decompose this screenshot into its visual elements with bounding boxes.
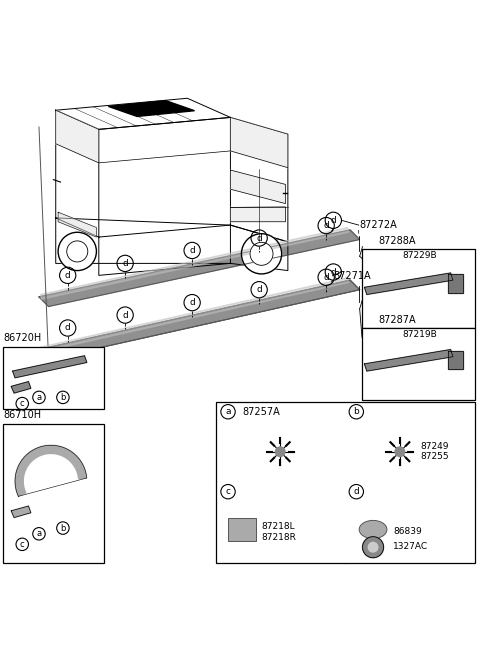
Polygon shape [230,117,288,242]
Polygon shape [56,218,288,270]
Circle shape [276,447,285,457]
Text: d: d [122,310,128,319]
Text: c: c [20,540,24,549]
Polygon shape [40,228,348,299]
Circle shape [67,241,88,262]
Text: d: d [65,271,71,280]
Circle shape [250,242,273,265]
Polygon shape [448,351,463,369]
Text: 87287A: 87287A [379,315,417,325]
Polygon shape [15,445,87,497]
Text: b: b [353,407,359,417]
Text: d: d [323,273,329,282]
Polygon shape [39,230,360,306]
Text: 86710H: 86710H [3,410,41,420]
Text: 86839: 86839 [393,527,422,537]
Text: 87229B: 87229B [403,251,437,260]
Circle shape [395,447,405,457]
Text: 87257A: 87257A [242,407,280,417]
Text: d: d [330,268,336,276]
Polygon shape [56,98,230,129]
Text: d: d [256,285,262,294]
Text: 86720H: 86720H [3,333,41,343]
Polygon shape [230,117,288,168]
Text: d: d [65,323,71,333]
Polygon shape [364,350,453,371]
Text: d: d [189,246,195,255]
Polygon shape [39,280,360,359]
Text: d: d [323,221,329,230]
Polygon shape [12,356,87,378]
Polygon shape [11,506,31,518]
Text: 1327AC: 1327AC [393,542,428,551]
Circle shape [58,232,96,270]
Text: 87218L
87218R: 87218L 87218R [262,522,297,542]
Ellipse shape [359,520,387,539]
Text: 87288A: 87288A [379,236,416,246]
Text: a: a [225,407,231,417]
Circle shape [241,234,282,274]
Text: d: d [122,259,128,268]
Text: b: b [60,523,66,533]
Polygon shape [364,273,453,295]
Text: a: a [36,529,42,539]
Polygon shape [230,170,286,203]
Text: d: d [189,298,195,307]
Text: c: c [226,487,230,496]
Text: 87249
87255: 87249 87255 [420,442,449,461]
Bar [362,328,475,400]
Text: 87271A: 87271A [333,271,371,281]
Bar [216,402,475,562]
Text: b: b [60,393,66,402]
Polygon shape [58,212,96,237]
Polygon shape [448,274,463,293]
Text: c: c [20,399,24,408]
Text: d: d [256,234,262,243]
Text: 87272A: 87272A [360,220,397,230]
Text: 87219B: 87219B [403,330,437,338]
Polygon shape [230,207,286,222]
Text: d: d [330,216,336,225]
Polygon shape [56,110,99,237]
Text: a: a [36,393,42,402]
Text: d: d [353,487,359,496]
Bar [362,249,475,328]
Polygon shape [108,100,194,117]
Bar [228,518,256,541]
Polygon shape [40,277,348,352]
Bar [3,424,104,562]
Circle shape [368,543,378,552]
Bar [3,347,104,409]
Circle shape [362,537,384,558]
Polygon shape [11,382,31,393]
Polygon shape [56,110,99,163]
